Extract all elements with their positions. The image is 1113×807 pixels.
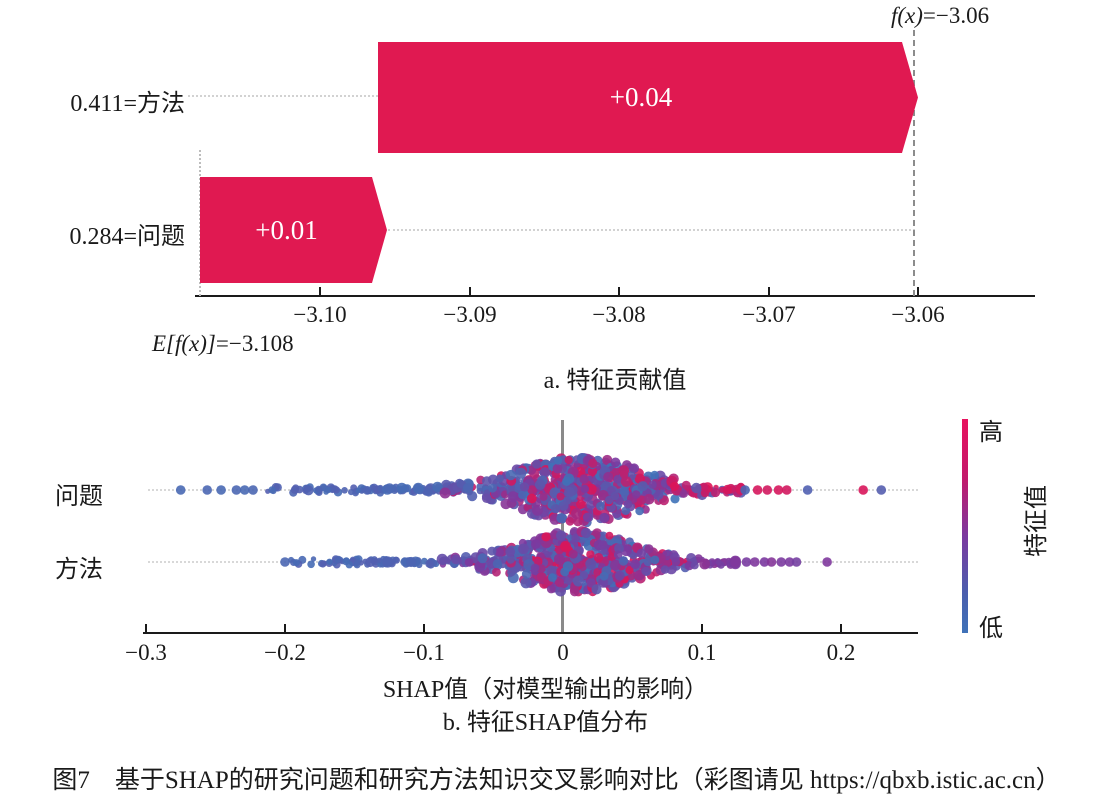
waterfall-row-guide-method [188, 95, 378, 97]
beeswarm-row-guide-question [148, 489, 918, 491]
panel-b-tick-label: 0.1 [687, 640, 717, 665]
feature-label-method: 0.411=方法 [70, 91, 185, 117]
output-dashed-line [913, 30, 915, 296]
panel-a-tick [618, 287, 620, 295]
panel-b-x-axis [143, 632, 918, 634]
panel-a-tick-label: −3.09 [443, 302, 497, 327]
panel-b-tick-label: 0.2 [826, 640, 856, 665]
zero-reference-line [561, 420, 564, 632]
row-label-method: 方法 [55, 557, 103, 583]
base-value-prefix: E[f(x)] [152, 331, 216, 356]
panel-b-tick-label: −0.2 [264, 640, 306, 665]
panel-b-tick [145, 624, 147, 632]
panel-a-x-axis [195, 295, 1035, 297]
output-value-label: f(x)=−3.06 [891, 3, 989, 29]
panel-a-tick-label: −3.10 [293, 302, 347, 327]
figure-caption: 图7 基于SHAP的研究问题和研究方法知识交叉影响对比（彩图请见 https:/… [52, 767, 1061, 794]
row-label-question: 问题 [55, 484, 103, 510]
shap-bar-question: +0.01 [200, 177, 387, 283]
beeswarm-row-guide-method [148, 561, 918, 563]
contribution-label-method: +0.04 [609, 82, 673, 112]
panel-b-tick-label: −0.3 [125, 640, 167, 665]
panel-b-xlabel: SHAP值（对模型输出的影响） [382, 677, 709, 703]
colorbar-axis-label: 特征值 [1024, 485, 1050, 557]
colorbar-high-label: 高 [979, 420, 1003, 446]
panel-a-tick [469, 287, 471, 295]
panel-b-tick [701, 624, 703, 632]
panel-a-tick-label: −3.08 [592, 302, 646, 327]
shap-bar-method: +0.04 [378, 42, 918, 153]
panel-b-tick [284, 624, 286, 632]
panel-b-tick-label: 0 [557, 640, 569, 665]
waterfall-row-guide-question [388, 229, 915, 231]
panel-b-title: b. 特征SHAP值分布 [442, 710, 649, 736]
panel-a-title: a. 特征贡献值 [543, 368, 687, 394]
panel-b-tick-label: −0.1 [403, 640, 445, 665]
output-value-prefix: f(x) [891, 3, 923, 28]
colorbar-gradient [962, 419, 968, 633]
panel-a-tick [319, 287, 321, 295]
panel-b-tick [423, 624, 425, 632]
feature-label-question: 0.284=问题 [69, 224, 185, 250]
panel-a-tick [768, 287, 770, 295]
base-value-label: E[f(x)]=−3.108 [152, 331, 294, 357]
contribution-label-question: +0.01 [255, 214, 318, 245]
panel-a-tick-label: −3.06 [891, 302, 945, 327]
panel-a-tick-label: −3.07 [742, 302, 796, 327]
panel-a-tick [917, 287, 919, 295]
colorbar-low-label: 低 [979, 616, 1003, 642]
output-value-number: =−3.06 [922, 3, 990, 28]
base-value-number: =−3.108 [215, 331, 294, 356]
panel-b-tick [840, 624, 842, 632]
